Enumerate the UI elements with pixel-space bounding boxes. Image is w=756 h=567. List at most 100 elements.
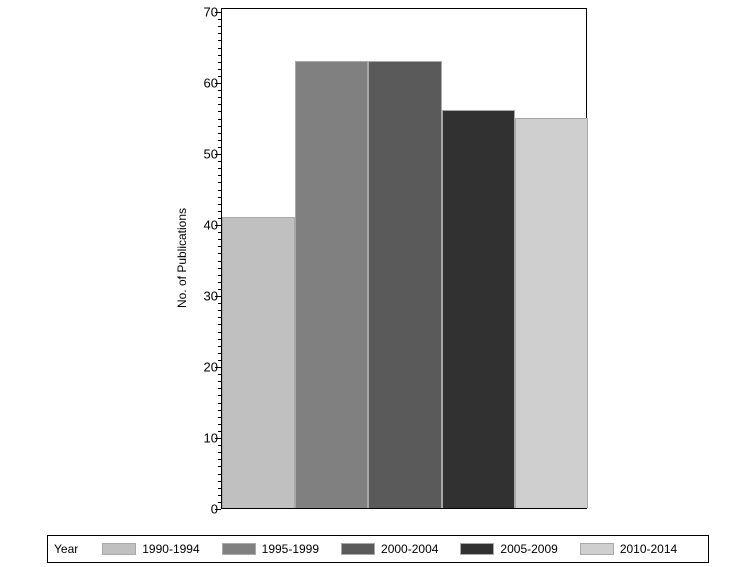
y-tick-label: 50	[203, 146, 218, 162]
minor-tick	[218, 275, 221, 276]
minor-tick	[218, 495, 221, 496]
major-tick	[215, 225, 221, 226]
bar-2000-2004	[368, 60, 442, 508]
legend-swatch	[102, 543, 137, 555]
minor-tick	[218, 395, 221, 396]
legend-swatch	[221, 543, 256, 555]
minor-tick	[218, 104, 221, 105]
minor-tick	[218, 282, 221, 283]
y-tick-label: 40	[203, 217, 218, 233]
minor-tick	[218, 239, 221, 240]
minor-tick	[218, 360, 221, 361]
legend-item: 2005-2009	[460, 542, 558, 556]
major-tick	[215, 367, 221, 368]
major-tick	[215, 438, 221, 439]
legend-label: 2010-2014	[619, 542, 678, 556]
minor-tick	[218, 289, 221, 290]
y-tick-label: 30	[203, 288, 218, 304]
major-tick	[215, 12, 221, 13]
minor-tick	[218, 218, 221, 219]
minor-tick	[218, 310, 221, 311]
legend-swatch	[460, 543, 495, 555]
bar-2005-2009	[441, 110, 515, 508]
minor-tick	[218, 19, 221, 20]
minor-tick	[218, 253, 221, 254]
minor-tick	[218, 417, 221, 418]
minor-tick	[218, 268, 221, 269]
minor-tick	[218, 303, 221, 304]
legend-item: 1995-1999	[221, 542, 320, 556]
minor-tick	[218, 33, 221, 34]
minor-tick	[218, 55, 221, 56]
minor-tick	[218, 182, 221, 183]
minor-tick	[218, 211, 221, 212]
y-tick-label: 0	[210, 501, 218, 517]
legend-item: 1990-1994	[102, 542, 200, 556]
legend: Year 1990-1994 1995-1999 2000-2004 2005-…	[47, 535, 709, 563]
major-tick	[215, 83, 221, 84]
minor-tick	[218, 481, 221, 482]
minor-tick	[218, 76, 221, 77]
legend-title: Year	[54, 542, 79, 556]
major-tick	[215, 509, 221, 510]
minor-tick	[218, 69, 221, 70]
bar-1990-1994	[222, 216, 296, 508]
minor-tick	[218, 97, 221, 98]
y-axis-label: No. of Publications	[175, 207, 189, 309]
legend-item: 2010-2014	[579, 542, 678, 556]
legend-label: 2000-2004	[381, 542, 439, 556]
minor-tick	[218, 204, 221, 205]
bar-2010-2014	[514, 117, 588, 508]
y-tick-label: 20	[203, 359, 218, 375]
minor-tick	[218, 26, 221, 27]
minor-tick	[218, 168, 221, 169]
bar-1995-1999	[295, 60, 369, 508]
y-tick-label: 60	[203, 75, 218, 91]
minor-tick	[218, 232, 221, 233]
minor-tick	[218, 246, 221, 247]
minor-tick	[218, 346, 221, 347]
minor-tick	[218, 388, 221, 389]
minor-tick	[218, 466, 221, 467]
y-tick-label: 10	[203, 430, 218, 446]
minor-tick	[218, 502, 221, 503]
legend-item: 2000-2004	[341, 542, 438, 556]
minor-tick	[218, 111, 221, 112]
y-tick-label: 70	[203, 4, 218, 20]
minor-tick	[218, 317, 221, 318]
plot-area	[221, 8, 588, 509]
minor-tick	[218, 452, 221, 453]
minor-tick	[218, 431, 221, 432]
minor-tick	[218, 424, 221, 425]
legend-label: 1995-1999	[261, 542, 320, 556]
minor-tick	[218, 403, 221, 404]
minor-tick	[218, 459, 221, 460]
minor-tick	[218, 119, 221, 120]
legend-label: 1990-1994	[142, 542, 200, 556]
minor-tick	[218, 133, 221, 134]
minor-tick	[218, 161, 221, 162]
minor-tick	[218, 261, 221, 262]
minor-tick	[218, 381, 221, 382]
minor-tick	[218, 147, 221, 148]
minor-tick	[218, 175, 221, 176]
minor-tick	[218, 197, 221, 198]
major-tick	[215, 154, 221, 155]
legend-swatch	[579, 543, 614, 555]
minor-tick	[218, 445, 221, 446]
minor-tick	[218, 474, 221, 475]
minor-tick	[218, 140, 221, 141]
legend-label: 2005-2009	[500, 542, 558, 556]
minor-tick	[218, 332, 221, 333]
legend-swatch	[341, 543, 376, 555]
minor-tick	[218, 40, 221, 41]
minor-tick	[218, 90, 221, 91]
minor-tick	[218, 62, 221, 63]
minor-tick	[218, 324, 221, 325]
minor-tick	[218, 410, 221, 411]
minor-tick	[218, 48, 221, 49]
minor-tick	[218, 339, 221, 340]
minor-tick	[218, 126, 221, 127]
minor-tick	[218, 488, 221, 489]
minor-tick	[218, 190, 221, 191]
